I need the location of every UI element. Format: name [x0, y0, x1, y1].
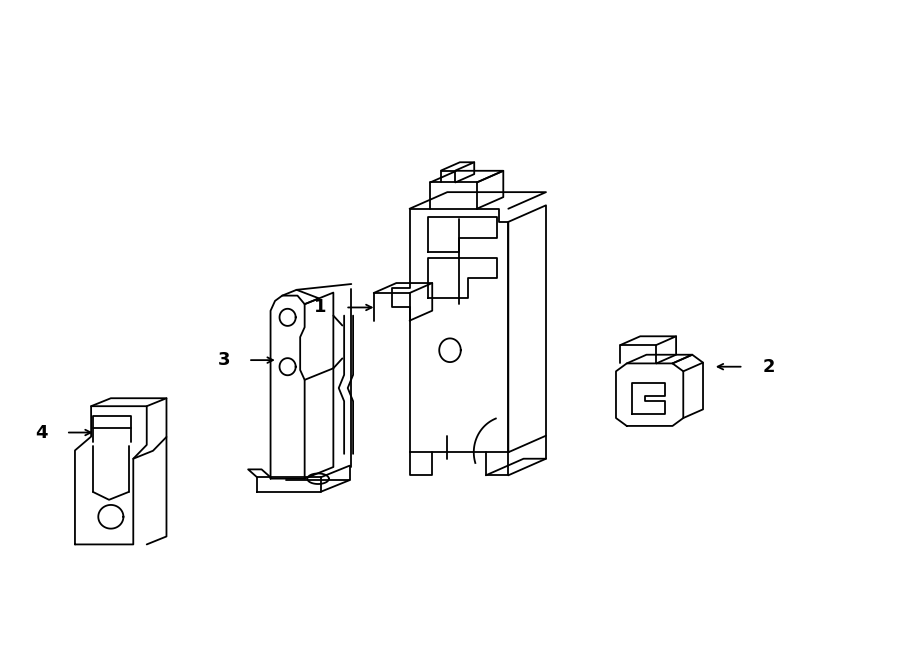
Text: 2: 2	[762, 358, 775, 375]
Text: 4: 4	[35, 424, 48, 442]
Text: 1: 1	[314, 299, 326, 317]
Text: 3: 3	[218, 351, 230, 369]
